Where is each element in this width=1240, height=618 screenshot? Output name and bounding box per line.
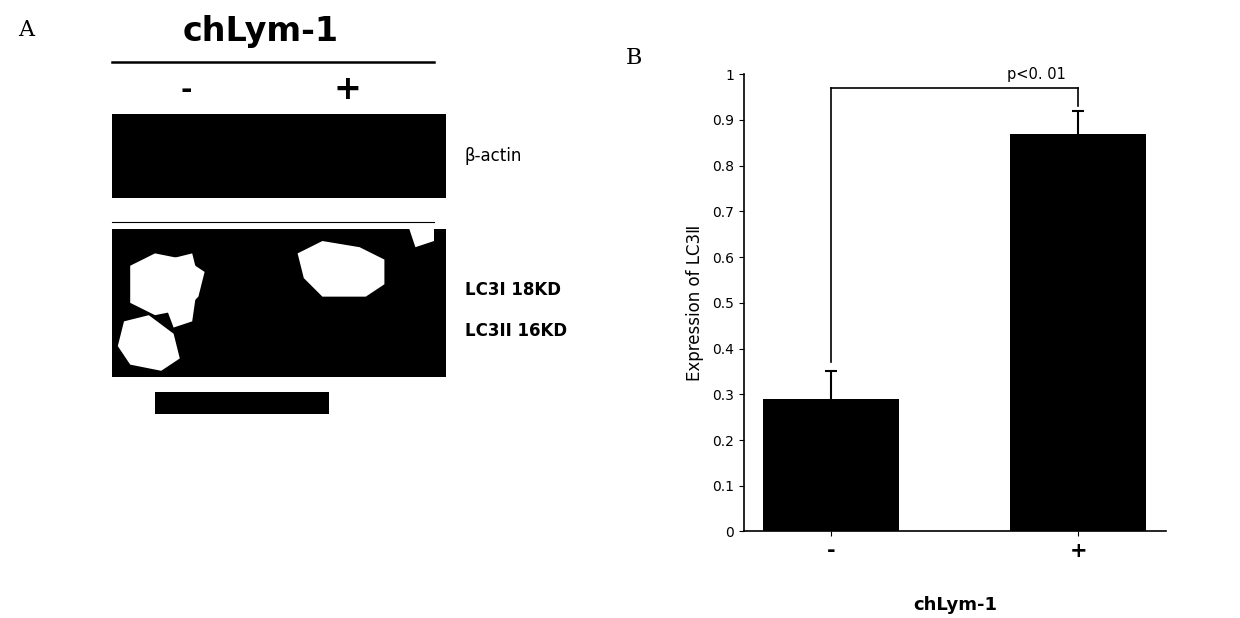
Bar [155, 392, 329, 414]
Text: B: B [626, 47, 642, 69]
Text: chLym-1: chLym-1 [182, 15, 339, 48]
Polygon shape [130, 253, 205, 315]
Text: -: - [180, 75, 192, 104]
Text: p<0. 01: p<0. 01 [1007, 67, 1066, 82]
Y-axis label: Expression of LC3Ⅱ: Expression of LC3Ⅱ [686, 225, 704, 381]
Bar [1011, 133, 1147, 531]
Text: LC3II 16KD: LC3II 16KD [465, 321, 567, 340]
Bar [112, 114, 446, 198]
Polygon shape [409, 226, 434, 247]
Text: β-actin: β-actin [465, 147, 522, 166]
Text: LC3I 18KD: LC3I 18KD [465, 281, 560, 300]
Text: A: A [19, 19, 35, 41]
Text: +: + [334, 73, 361, 106]
Text: chLym-1: chLym-1 [913, 596, 997, 614]
Polygon shape [298, 241, 384, 297]
Bar [112, 229, 446, 377]
Bar [763, 399, 899, 531]
Polygon shape [164, 253, 198, 328]
Polygon shape [118, 315, 180, 371]
